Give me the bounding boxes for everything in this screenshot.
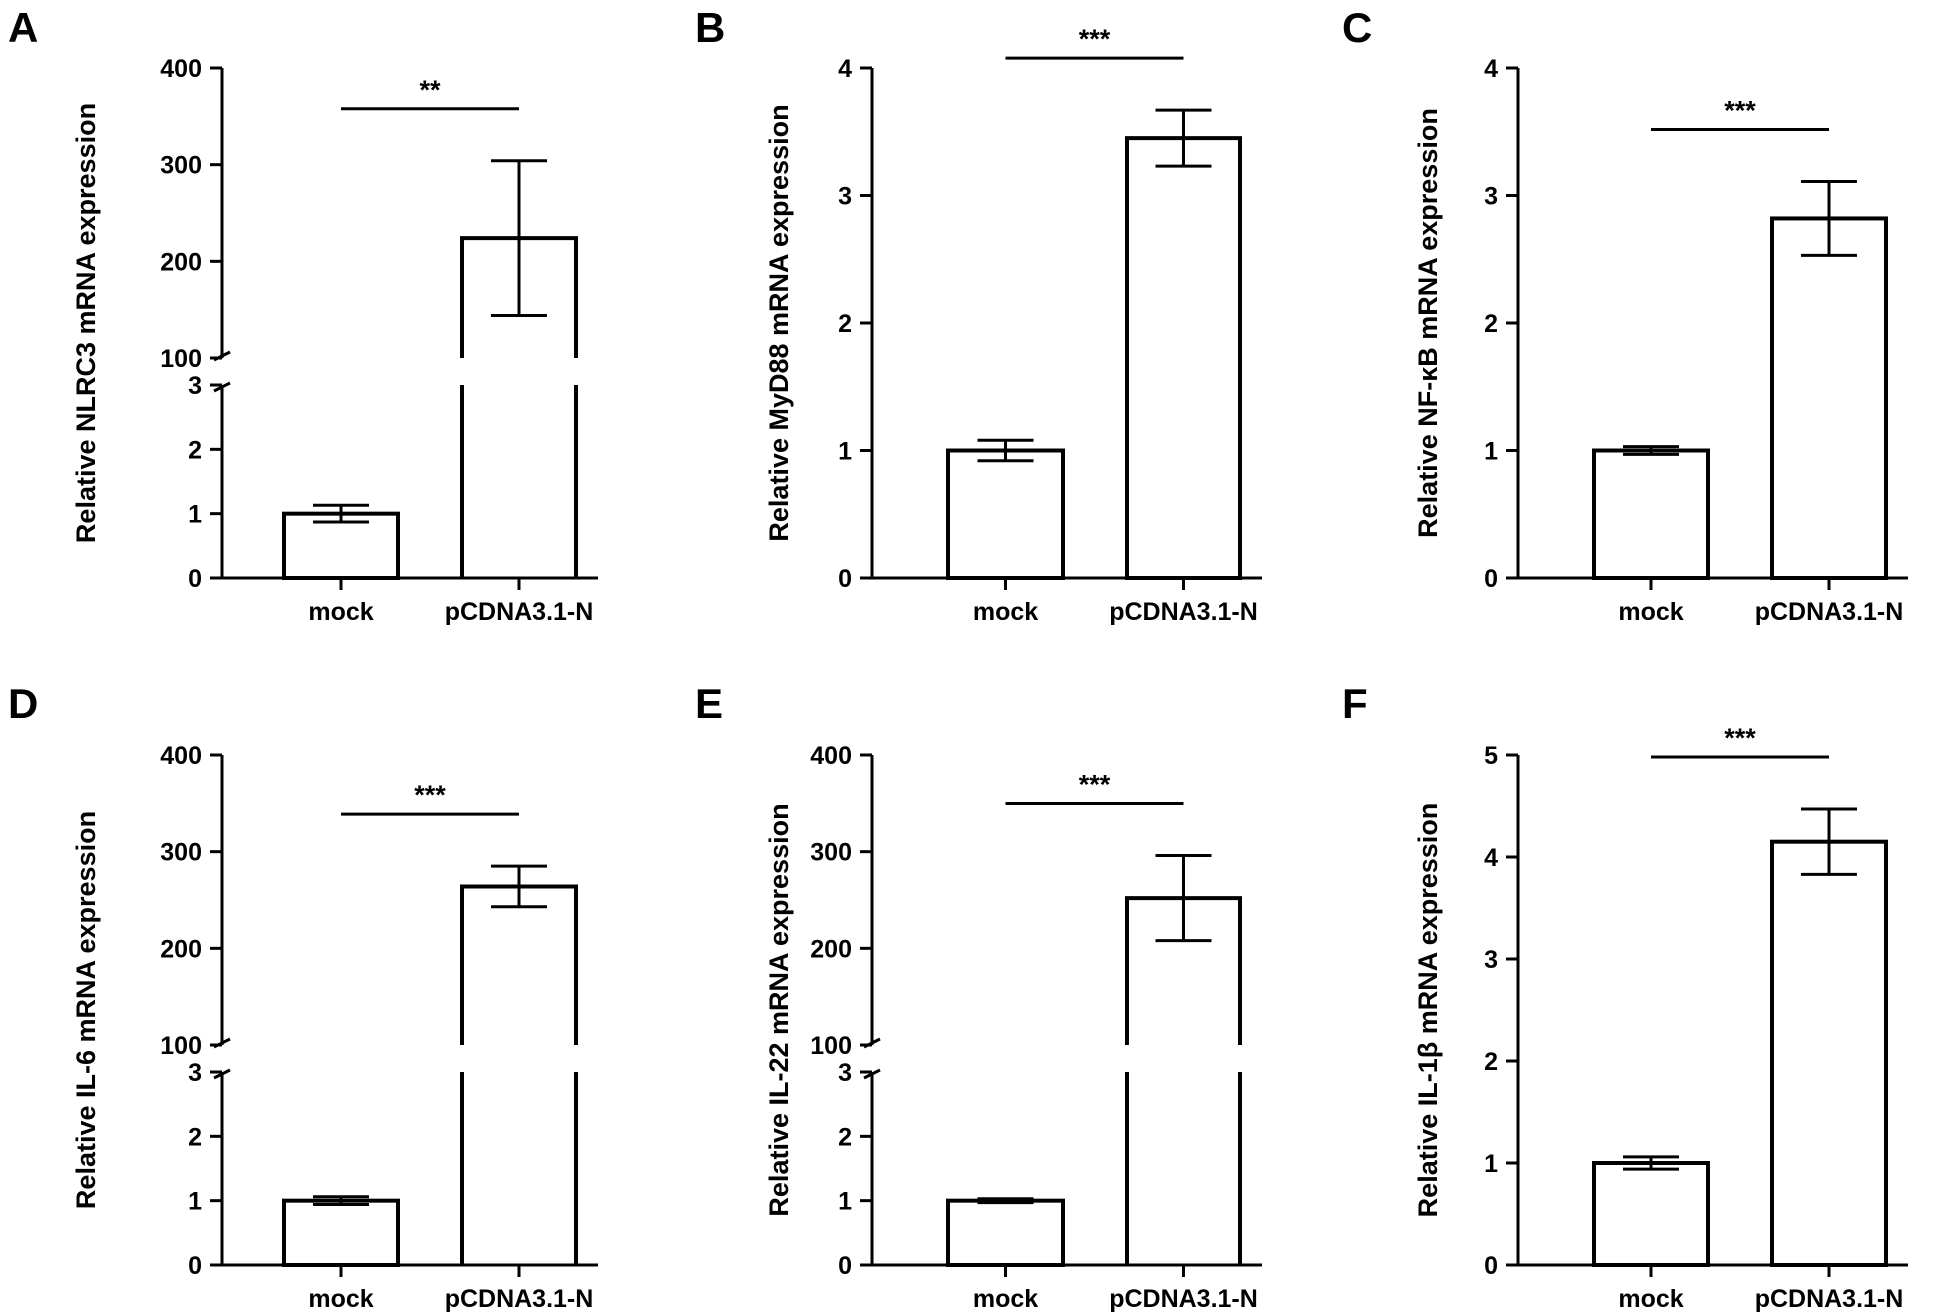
y-tick-label: 200 bbox=[810, 935, 852, 963]
y-tick-label: 3 bbox=[188, 1059, 202, 1087]
significance-marker: *** bbox=[414, 780, 446, 810]
bar bbox=[946, 448, 1065, 580]
y-tick-label: 3 bbox=[838, 1059, 852, 1087]
panel-letter: E bbox=[695, 680, 723, 727]
y-tick-label: 4 bbox=[838, 55, 852, 83]
x-tick-label: mock bbox=[308, 1285, 373, 1312]
bar bbox=[946, 1198, 1065, 1267]
y-axis-label: Relative NLRC3 mRNA expression bbox=[71, 103, 101, 543]
panel-letter: A bbox=[8, 4, 38, 51]
y-tick-label: 4 bbox=[1484, 55, 1498, 83]
significance-marker: ** bbox=[419, 75, 441, 105]
chart-panel-f: F 0 1 2 3 4 5 mock pCDNA3.1-N *** Relative IL-1β m… bbox=[1342, 680, 1908, 1312]
bar-lower-segment bbox=[460, 1072, 578, 1265]
y-tick-label: 0 bbox=[838, 1252, 852, 1280]
y-tick-label: 3 bbox=[838, 183, 852, 211]
y-tick-label: 0 bbox=[188, 1252, 202, 1280]
panel-letter: C bbox=[1342, 4, 1372, 51]
x-tick-label: pCDNA3.1-N bbox=[1755, 598, 1904, 626]
panel-letter: F bbox=[1342, 680, 1368, 727]
y-tick-label: 200 bbox=[160, 935, 202, 963]
bar bbox=[1592, 448, 1710, 580]
chart-panel-b: B 0 1 2 3 4 mock pCDNA3.1-N *** Relative MyD88 mR… bbox=[695, 4, 1262, 626]
bar bbox=[1125, 136, 1242, 580]
y-tick-label: 1 bbox=[188, 501, 202, 529]
y-tick-label: 2 bbox=[838, 310, 852, 338]
chart-panel-c: C 0 1 2 3 4 mock pCDNA3.1-N *** Relative NF-κB mR… bbox=[1342, 4, 1908, 626]
y-tick-label: 400 bbox=[160, 55, 202, 83]
y-tick-label: 3 bbox=[1484, 946, 1498, 974]
bar bbox=[1770, 216, 1888, 580]
y-tick-label: 1 bbox=[188, 1188, 202, 1216]
y-tick-label: 2 bbox=[188, 436, 202, 464]
significance-marker: *** bbox=[1724, 723, 1756, 753]
y-tick-label: 0 bbox=[838, 565, 852, 593]
bar bbox=[282, 511, 400, 581]
y-tick-label: 4 bbox=[1484, 844, 1498, 872]
panel-letter: B bbox=[695, 4, 725, 51]
x-tick-label: pCDNA3.1-N bbox=[1755, 1285, 1904, 1312]
bar bbox=[460, 884, 578, 1045]
axis-break-mark bbox=[863, 1068, 881, 1080]
x-tick-label: mock bbox=[1618, 1285, 1683, 1312]
y-axis-label: Relative MyD88 mRNA expression bbox=[764, 104, 794, 541]
y-tick-label: 5 bbox=[1484, 742, 1498, 770]
y-tick-label: 300 bbox=[810, 839, 852, 867]
y-tick-label: 3 bbox=[1484, 183, 1498, 211]
bar-lower-segment bbox=[1125, 1072, 1242, 1265]
x-tick-label: pCDNA3.1-N bbox=[445, 598, 594, 626]
x-tick-label: pCDNA3.1-N bbox=[1109, 1285, 1258, 1312]
y-tick-label: 400 bbox=[810, 742, 852, 770]
y-tick-label: 3 bbox=[188, 372, 202, 400]
y-tick-label: 1 bbox=[1484, 438, 1498, 466]
bar bbox=[282, 1198, 400, 1267]
y-tick-label: 1 bbox=[838, 438, 852, 466]
y-axis-label: Relative IL-1β mRNA expression bbox=[1413, 803, 1443, 1218]
y-axis-label: Relative IL-22 mRNA expression bbox=[764, 803, 794, 1216]
y-tick-label: 0 bbox=[1484, 565, 1498, 593]
y-axis-label: Relative IL-6 mRNA expression bbox=[71, 811, 101, 1209]
panel-letter: D bbox=[8, 680, 38, 727]
significance-marker: *** bbox=[1079, 770, 1111, 800]
x-tick-label: mock bbox=[308, 598, 373, 626]
y-tick-label: 2 bbox=[838, 1123, 852, 1151]
y-tick-label: 2 bbox=[188, 1123, 202, 1151]
significance-marker: *** bbox=[1724, 95, 1756, 125]
y-tick-label: 2 bbox=[1484, 1048, 1498, 1076]
bar bbox=[1770, 839, 1888, 1267]
x-tick-label: mock bbox=[973, 1285, 1038, 1312]
y-tick-label: 1 bbox=[838, 1188, 852, 1216]
significance-marker: *** bbox=[1079, 24, 1111, 54]
y-tick-label: 400 bbox=[160, 742, 202, 770]
y-tick-label: 200 bbox=[160, 248, 202, 276]
bar-lower-segment bbox=[460, 385, 578, 578]
y-tick-label: 300 bbox=[160, 839, 202, 867]
x-tick-label: pCDNA3.1-N bbox=[1109, 598, 1258, 626]
y-axis-label: Relative NF-κB mRNA expression bbox=[1413, 108, 1443, 538]
y-tick-label: 0 bbox=[188, 565, 202, 593]
x-tick-label: mock bbox=[973, 598, 1038, 626]
y-tick-label: 300 bbox=[160, 152, 202, 180]
y-tick-label: 2 bbox=[1484, 310, 1498, 338]
x-tick-label: pCDNA3.1-N bbox=[445, 1285, 594, 1312]
y-tick-label: 100 bbox=[160, 1032, 202, 1060]
y-tick-label: 0 bbox=[1484, 1252, 1498, 1280]
y-tick-label: 1 bbox=[1484, 1150, 1498, 1178]
x-tick-label: mock bbox=[1618, 598, 1683, 626]
axis-break-mark bbox=[213, 1068, 231, 1080]
bar bbox=[1592, 1161, 1710, 1267]
y-tick-label: 100 bbox=[810, 1032, 852, 1060]
y-tick-label: 100 bbox=[160, 345, 202, 373]
axis-break-mark bbox=[213, 381, 231, 393]
